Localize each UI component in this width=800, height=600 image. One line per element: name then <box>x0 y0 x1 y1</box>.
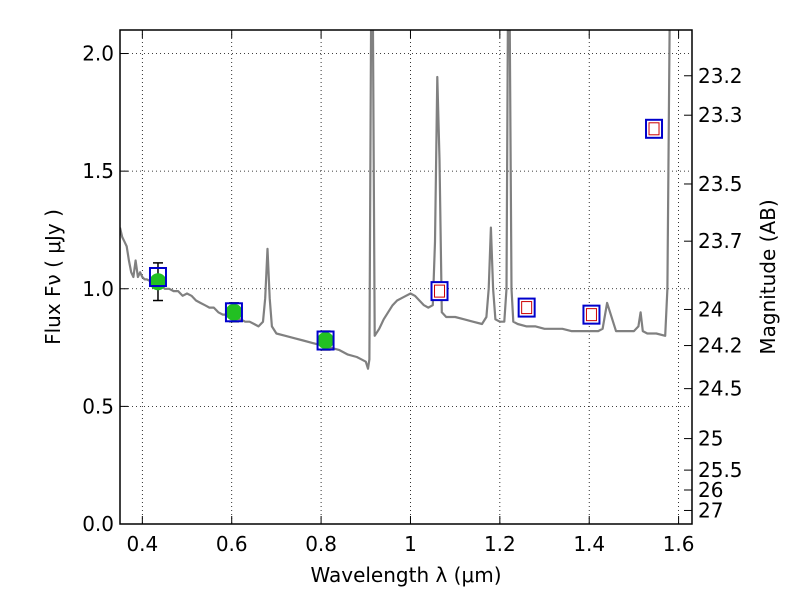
magnitude-tick-label: 27 <box>698 498 723 522</box>
magnitude-tick-label: 25.5 <box>698 458 743 482</box>
predicted-flux-square <box>430 281 449 302</box>
magnitude-tick-label: 23.2 <box>698 64 743 88</box>
magnitude-tick-label: 23.3 <box>698 103 743 127</box>
plot-frame <box>119 29 693 525</box>
magnitude-tick-label: 23.7 <box>698 229 743 253</box>
x-axis-title: Wavelength λ (μm) <box>310 563 501 587</box>
x-tick-label: 1.2 <box>484 532 516 556</box>
model-flux-square <box>148 267 167 287</box>
predicted-flux-inner-square <box>648 122 660 136</box>
predicted-flux-inner-square <box>434 284 446 298</box>
y-tick-label: 1.5 <box>82 159 114 183</box>
magnitude-tick-label: 24.5 <box>698 377 743 401</box>
y-tick-label: 2.0 <box>82 42 114 66</box>
model-flux-square <box>224 302 243 323</box>
y-tick-label: 0.0 <box>82 512 114 536</box>
y-tick-label: 1.0 <box>82 277 114 301</box>
predicted-flux-square <box>645 118 664 139</box>
observed-flux-point <box>149 273 167 291</box>
plot-background <box>120 30 692 524</box>
y-axis-title: Flux Fν ( μJy ) <box>41 209 65 345</box>
axis-ticks: 0.4 0.6 0.8 1 1.2 1.4 1.6 0.0 0.5 1.0 1.5 2.0 23.2 23… <box>82 30 743 556</box>
observed-flux-point <box>225 303 243 321</box>
observed-flux-point <box>317 332 335 350</box>
magnitude-tick-label: 23.5 <box>698 172 743 196</box>
x-tick-label: 1.4 <box>573 532 605 556</box>
x-tick-label: 1 <box>404 532 417 556</box>
spectrum-layer <box>120 30 671 370</box>
magnitude-tick-label: 26 <box>698 478 723 502</box>
magnitude-tick-label: 25 <box>698 427 723 451</box>
predicted-flux-inner-square <box>585 308 597 322</box>
magnitude-tick-label: 24.2 <box>698 334 743 358</box>
predicted-flux-square <box>517 297 536 318</box>
x-tick-label: 1.6 <box>663 532 695 556</box>
magnitude-tick-label: 24 <box>698 297 723 321</box>
model-flux-square <box>316 330 335 351</box>
x-tick-label: 0.6 <box>216 532 248 556</box>
predicted-flux-inner-square <box>521 301 533 315</box>
x-tick-label: 0.4 <box>126 532 158 556</box>
y-tick-label: 0.5 <box>82 394 114 418</box>
markers-layer <box>148 118 664 351</box>
spectrum-line <box>120 30 671 370</box>
y2-axis-title: Magnitude (AB) <box>756 199 780 354</box>
predicted-flux-square <box>582 304 601 325</box>
x-tick-label: 0.8 <box>305 532 337 556</box>
